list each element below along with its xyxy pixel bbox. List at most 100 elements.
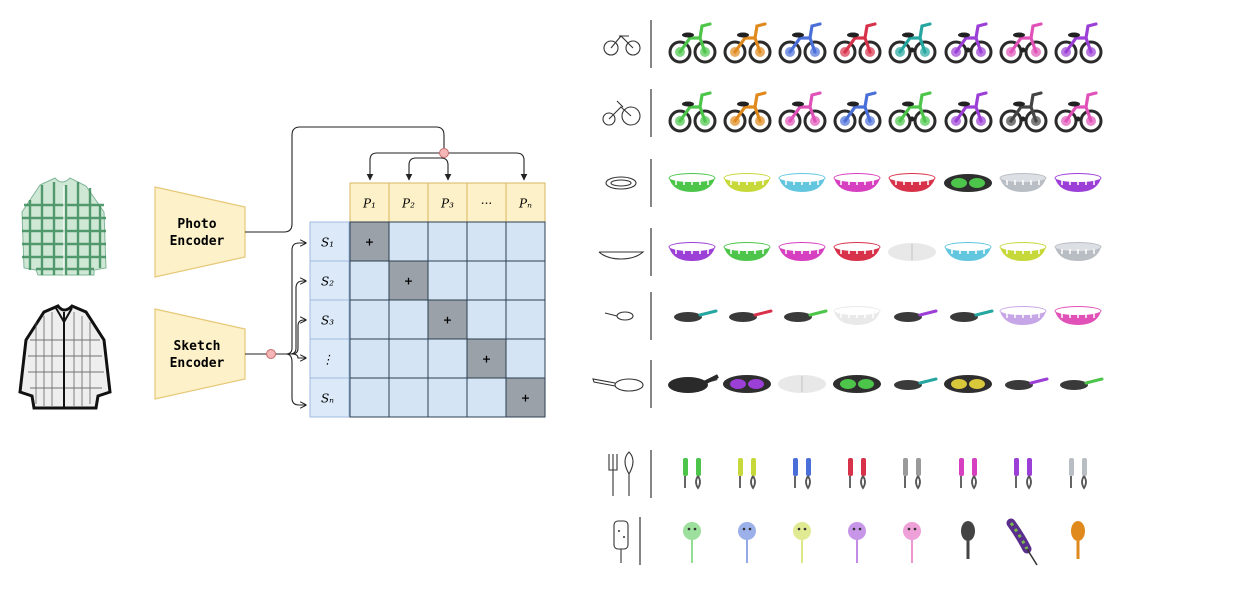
matrix-cell bbox=[427, 377, 468, 418]
retrieved-photo-cutlery-purple bbox=[1014, 458, 1032, 490]
retrieved-photo-cutlery-grey bbox=[903, 458, 921, 490]
sketch-encoder-line2: Encoder bbox=[170, 356, 225, 371]
retrieved-photo-kids-bike-purple bbox=[944, 22, 993, 64]
matrix-cell bbox=[349, 299, 390, 340]
cutlery-sketch-icon bbox=[608, 451, 634, 496]
retrieved-photo-teether-green bbox=[683, 522, 701, 563]
matrix-cell bbox=[466, 221, 507, 262]
sketch-header-cell bbox=[309, 260, 350, 301]
retrieved-photo-balance-bike-purple bbox=[944, 91, 993, 133]
positive-pair-mark: + bbox=[365, 236, 374, 249]
photo-header-label: P₂ bbox=[401, 197, 415, 211]
photo-header-label: ··· bbox=[481, 197, 492, 211]
matrix-cell bbox=[388, 338, 429, 379]
retrieved-photo-balance-bike-blue bbox=[833, 91, 882, 133]
sketch-split-node bbox=[266, 349, 276, 359]
retrieved-photo-divided-plate-white bbox=[778, 375, 826, 393]
retrieved-photo-bowl-cyan bbox=[778, 173, 826, 192]
frying-pan-sketch-icon bbox=[592, 378, 644, 392]
retrieval-row bbox=[613, 517, 1085, 566]
matrix-cell bbox=[388, 299, 429, 340]
sketch-encoder-line1: Sketch bbox=[174, 339, 221, 354]
retrieved-photo-bowl-white bbox=[833, 306, 881, 325]
retrieved-photo-balance-bike-purple bbox=[1054, 22, 1103, 64]
retrieved-photo-bowl-purple bbox=[1054, 173, 1102, 192]
retrieval-row bbox=[603, 20, 1103, 68]
retrieved-photo-cutlery-blue bbox=[793, 458, 811, 490]
retrieved-photo-bowl-green bbox=[723, 242, 771, 261]
retrieved-photo-bowl-cyan bbox=[944, 242, 992, 261]
photo-embedding-path bbox=[245, 126, 445, 233]
retrieved-photo-balance-bike-green bbox=[668, 91, 717, 133]
popsicle-sketch-icon bbox=[613, 520, 629, 563]
retrieved-photo-balance-bike-pink bbox=[778, 91, 827, 133]
sketch-header-label: ⋮ bbox=[322, 353, 334, 367]
positive-pair-cell bbox=[505, 377, 546, 418]
sketch-header-cell bbox=[309, 299, 350, 340]
small-pan-sketch-icon bbox=[604, 311, 634, 321]
retrieved-photo-divided-plate-purple bbox=[723, 375, 771, 393]
retrieved-photo-cutlery-red bbox=[848, 458, 866, 490]
oval-bowl-sketch-icon bbox=[605, 176, 637, 190]
photo-encoder-line2: Encoder bbox=[170, 234, 225, 249]
architecture-diagram: Photo Encoder Sketch Encoder P₁ P₂ P₃ ··· Pₙ… bbox=[0, 126, 546, 420]
retrieved-photo-pan-teal bbox=[894, 377, 938, 390]
retrieved-photo-divided-plate-yellow bbox=[944, 375, 992, 393]
retrieved-photo-pan-black bbox=[668, 374, 719, 393]
bicycle-sketch-icon bbox=[603, 35, 641, 56]
retrieved-photo-bowl-pink bbox=[1054, 306, 1102, 325]
retrieved-photo-teether-purple bbox=[848, 522, 866, 563]
positive-pair-cell bbox=[466, 338, 507, 379]
positive-pair-mark: + bbox=[404, 275, 413, 288]
positive-pair-mark: + bbox=[521, 392, 530, 405]
retrieved-photo-cutlery-green bbox=[683, 458, 701, 490]
retrieved-photo-pan-teal bbox=[674, 309, 718, 322]
matrix-cell bbox=[349, 260, 390, 301]
retrieved-photo-teether-pink bbox=[903, 522, 921, 563]
similarity-matrix: P₁ P₂ P₃ ··· Pₙ S₁ S₂ S₃ ⋮ Sₙ + + + + + bbox=[309, 182, 546, 418]
matrix-cell bbox=[349, 338, 390, 379]
retrieved-photo-pan-teal bbox=[950, 309, 994, 322]
matrix-cell bbox=[427, 338, 468, 379]
matrix-cell bbox=[427, 260, 468, 301]
arrow-to-p3 bbox=[440, 157, 452, 181]
retrieved-photo-pan-green bbox=[784, 309, 828, 322]
retrieved-photo-bowl-lavender bbox=[999, 306, 1047, 325]
matrix-cell bbox=[388, 377, 429, 418]
photo-encoder-line1: Photo bbox=[177, 217, 216, 232]
arrow-to-s3 bbox=[272, 320, 306, 355]
arrow-to-sdots bbox=[272, 353, 306, 358]
sketch-header-cell bbox=[309, 221, 350, 262]
matrix-cell bbox=[466, 299, 507, 340]
photo-header-cell bbox=[427, 182, 468, 223]
retrieved-photo-balance-bike-blue bbox=[778, 22, 827, 64]
retrieval-row bbox=[605, 159, 1102, 207]
sketch-header-cell bbox=[309, 338, 350, 379]
positive-pair-mark: + bbox=[482, 353, 491, 366]
photo-header-label: P₁ bbox=[362, 197, 376, 211]
retrieval-results-grid bbox=[592, 20, 1104, 566]
matrix-cell bbox=[505, 338, 546, 379]
retrieved-photo-balance-bike-orange bbox=[723, 91, 772, 133]
arrow-to-s2 bbox=[272, 281, 306, 355]
positive-pair-cell bbox=[388, 260, 429, 301]
retrieved-photo-teether-lime bbox=[793, 522, 811, 563]
retrieved-photo-balance-bike-orange bbox=[723, 22, 772, 64]
retrieved-photo-cutlery-lime bbox=[738, 458, 756, 490]
retrieved-photo-bowl-purple bbox=[668, 242, 716, 261]
retrieval-row bbox=[608, 450, 1087, 498]
retrieved-photo-kids-bike-teal bbox=[888, 22, 937, 64]
retrieved-photo-pan-purple bbox=[894, 309, 938, 322]
retrieval-row bbox=[602, 89, 1103, 137]
arrow-to-p2 bbox=[405, 157, 444, 181]
retrieved-photo-cutlery-steel bbox=[1069, 458, 1087, 490]
positive-pair-mark: + bbox=[443, 314, 452, 327]
retrieved-photo-bowl-steel bbox=[999, 173, 1047, 192]
retrieved-photo-pan-green bbox=[1060, 377, 1104, 390]
retrieval-row bbox=[598, 228, 1102, 276]
arrow-to-p1 bbox=[366, 152, 444, 181]
retrieved-photo-spatula-black bbox=[961, 521, 975, 559]
positive-pair-cell bbox=[427, 299, 468, 340]
sketch-header-label: S₁ bbox=[321, 236, 334, 250]
photo-header-cell bbox=[349, 182, 390, 223]
